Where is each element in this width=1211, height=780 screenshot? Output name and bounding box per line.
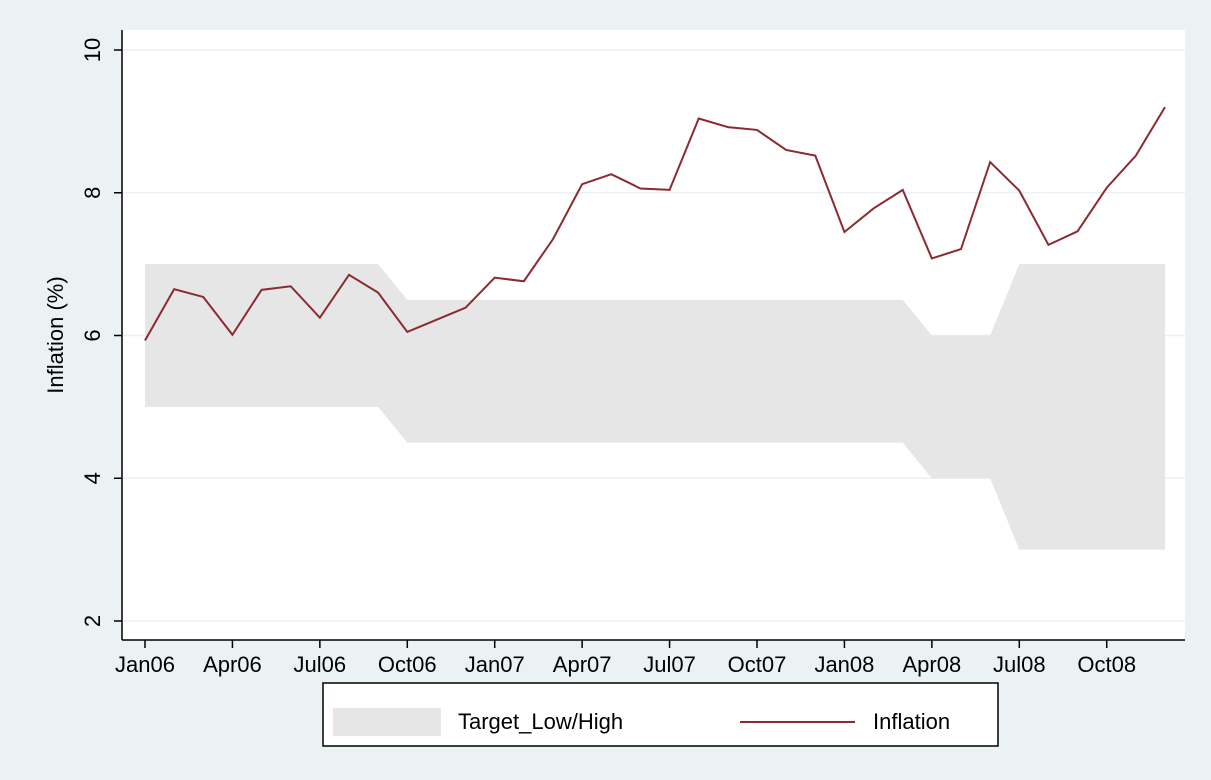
- x-tick-label: Oct07: [728, 652, 787, 677]
- x-tick-label: Apr08: [902, 652, 961, 677]
- x-tick-label: Oct06: [378, 652, 437, 677]
- target-band: [145, 264, 1165, 550]
- y-tick-label: 2: [80, 615, 105, 627]
- x-tick-label: Jul08: [993, 652, 1046, 677]
- x-tick-label: Jan07: [465, 652, 525, 677]
- x-tick-label: Jan08: [814, 652, 874, 677]
- legend-swatch: [333, 708, 441, 736]
- y-axis-label: Inflation (%): [43, 276, 68, 393]
- legend-label: Inflation: [873, 709, 950, 734]
- x-tick-label: Jul06: [294, 652, 347, 677]
- y-tick-label: 10: [80, 38, 105, 62]
- x-tick-label: Oct08: [1077, 652, 1136, 677]
- x-tick-label: Apr07: [553, 652, 612, 677]
- legend-label: Target_Low/High: [458, 709, 623, 734]
- inflation-line: [144, 106, 1166, 341]
- y-tick-label: 4: [80, 472, 105, 484]
- y-tick-label: 8: [80, 187, 105, 199]
- x-tick-label: Jul07: [643, 652, 696, 677]
- x-tick-label: Jan06: [115, 652, 175, 677]
- y-tick-label: 6: [80, 329, 105, 341]
- x-tick-label: Apr06: [203, 652, 262, 677]
